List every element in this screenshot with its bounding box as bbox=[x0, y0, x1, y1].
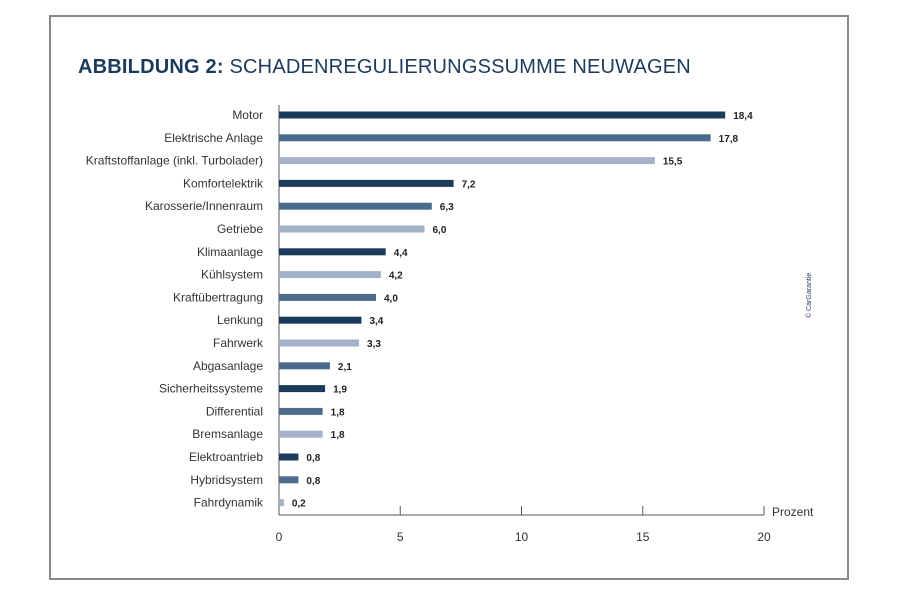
category-label: Karosserie/Innenraum bbox=[145, 199, 263, 213]
bar bbox=[279, 316, 362, 324]
value-label: 6,0 bbox=[433, 225, 447, 236]
value-label: 4,2 bbox=[389, 271, 403, 282]
bar bbox=[279, 225, 425, 233]
value-label: 1,8 bbox=[331, 430, 345, 441]
chart-title: ABBILDUNG 2: SCHADENREGULIERUNGSSUMME NE… bbox=[78, 56, 691, 79]
category-label: Kühlsystem bbox=[201, 268, 263, 282]
bar bbox=[279, 248, 386, 256]
category-label: Komfortelektrik bbox=[183, 176, 264, 190]
bar bbox=[279, 407, 323, 415]
category-label: Klimaanlage bbox=[197, 245, 263, 259]
value-label: 6,3 bbox=[440, 202, 454, 213]
chart-frame bbox=[49, 15, 849, 580]
chart-title-prefix: ABBILDUNG 2: bbox=[78, 56, 224, 78]
bar bbox=[279, 202, 432, 210]
bar bbox=[279, 293, 376, 301]
category-label: Kraftstoffanlage (inkl. Turbolader) bbox=[86, 154, 263, 168]
category-label: Lenkung bbox=[217, 313, 263, 327]
x-axis-unit-label: Prozent bbox=[772, 505, 814, 519]
value-label: 0,8 bbox=[306, 453, 320, 464]
bar bbox=[279, 339, 360, 347]
chart-title-text: SCHADENREGULIERUNGSSUMME NEUWAGEN bbox=[223, 56, 691, 78]
category-label: Bremsanlage bbox=[192, 427, 263, 441]
bar bbox=[279, 476, 299, 484]
category-label: Kraftübertragung bbox=[173, 290, 263, 304]
bar bbox=[279, 271, 381, 279]
value-label: 4,4 bbox=[394, 248, 408, 259]
value-label: 0,2 bbox=[292, 499, 306, 510]
category-label: Elektrische Anlage bbox=[164, 131, 263, 145]
category-label: Fahrwerk bbox=[213, 336, 264, 350]
bar bbox=[279, 430, 323, 438]
category-label: Differential bbox=[206, 404, 263, 418]
category-label: Abgasanlage bbox=[193, 359, 263, 373]
x-tick-label: 5 bbox=[397, 530, 404, 544]
bar bbox=[279, 134, 711, 142]
category-label: Sicherheitssysteme bbox=[159, 382, 263, 396]
value-label: 17,8 bbox=[719, 134, 739, 145]
value-label: 4,0 bbox=[384, 293, 398, 304]
x-tick-label: 15 bbox=[636, 530, 650, 544]
value-label: 15,5 bbox=[663, 157, 683, 168]
value-label: 3,3 bbox=[367, 339, 381, 350]
x-tick-label: 20 bbox=[757, 530, 771, 544]
bar bbox=[279, 179, 454, 187]
bar bbox=[279, 362, 330, 370]
category-label: Hybridsystem bbox=[190, 473, 263, 487]
value-label: 7,2 bbox=[462, 179, 476, 190]
category-label: Getriebe bbox=[217, 222, 263, 236]
value-label: 1,9 bbox=[333, 385, 347, 396]
bar bbox=[279, 385, 326, 393]
category-label: Fahrdynamik bbox=[194, 496, 264, 510]
x-tick-label: 0 bbox=[276, 530, 283, 544]
category-label: Motor bbox=[232, 108, 263, 122]
x-tick-label: 10 bbox=[515, 530, 529, 544]
bar bbox=[279, 453, 299, 461]
category-label: Elektroantrieb bbox=[189, 450, 263, 464]
bar bbox=[279, 499, 284, 507]
bar bbox=[279, 157, 655, 165]
value-label: 18,4 bbox=[733, 111, 753, 122]
value-label: 2,1 bbox=[338, 362, 352, 373]
bar bbox=[279, 111, 726, 119]
value-label: 3,4 bbox=[369, 316, 383, 327]
value-label: 1,8 bbox=[331, 407, 345, 418]
value-label: 0,8 bbox=[306, 476, 320, 487]
